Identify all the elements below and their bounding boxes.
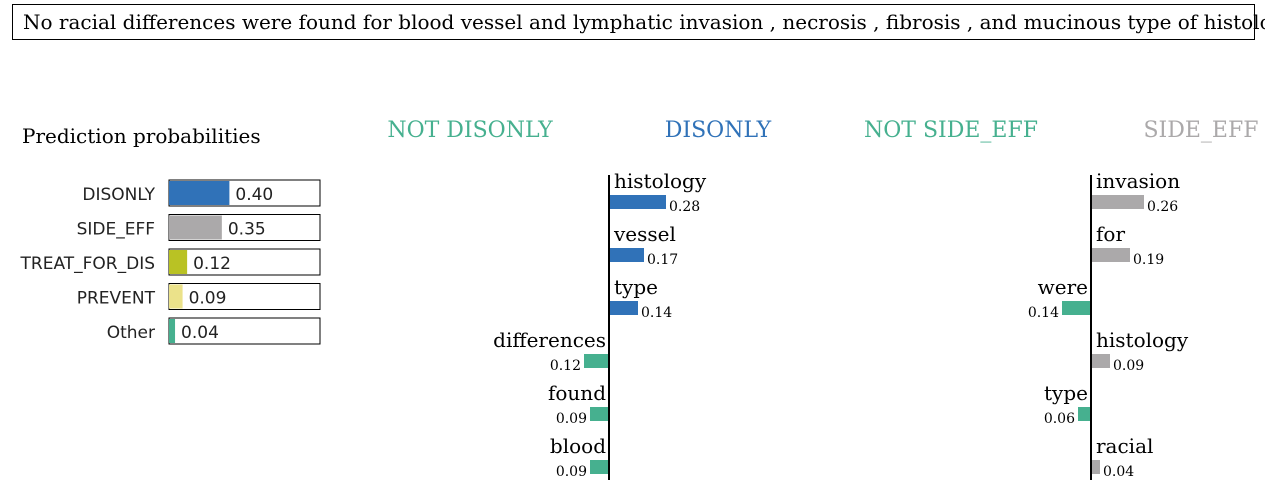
side-eff-word-were: were [1038,275,1088,299]
side-eff-word-invasion: invasion [1096,169,1180,193]
side-eff-positive-header: SIDE_EFF [1143,118,1258,143]
disonly-bar-vessel [610,248,644,262]
side-eff-negative-header: NOT SIDE_EFF [864,118,1038,143]
side-eff-bar-racial [1092,460,1100,474]
prob-box-treat_for_dis [168,248,321,276]
disonly-positive-header: DISONLY [665,118,772,143]
side-eff-bar-invasion [1092,195,1144,209]
side-eff-value-for: 0.19 [1133,252,1164,268]
side-eff-bar-were [1062,301,1090,315]
prob-label-prevent: PREVENT [77,289,156,309]
disonly-bar-found [590,407,608,421]
disonly-value-histology: 0.28 [669,199,700,215]
disonly-word-differences: differences [493,328,606,352]
prob-value-prevent: 0.09 [189,289,227,309]
disonly-word-found: found [548,381,606,405]
disonly-word-vessel: vessel [613,222,676,246]
prob-bar-disonly [169,181,230,205]
disonly-negative-header: NOT DISONLY [387,118,553,143]
disonly-bar-type [610,301,638,315]
side-eff-word-for: for [1096,222,1125,246]
disonly-value-differences: 0.12 [550,358,581,374]
prob-bar-side_eff [169,215,222,240]
prob-bar-prevent [169,284,183,309]
side-eff-bar-type [1078,407,1090,421]
disonly-word-histology: histology [614,169,707,193]
prob-label-treat_for_dis: TREAT_FOR_DIS [20,254,156,274]
side-eff-value-racial: 0.04 [1103,464,1134,480]
side-eff-bar-for [1092,248,1130,262]
disonly-value-blood: 0.09 [556,464,587,480]
prob-value-disonly: 0.40 [235,185,273,205]
prob-label-disonly: DISONLY [82,185,155,205]
prob-value-treat_for_dis: 0.12 [193,254,231,274]
disonly-value-type: 0.14 [641,305,672,321]
side-eff-bar-histology [1092,354,1110,368]
prob-value-side_eff: 0.35 [228,220,266,240]
prob-value-other: 0.04 [181,323,219,343]
disonly-value-found: 0.09 [556,411,587,427]
prob-label-side_eff: SIDE_EFF [77,220,155,240]
disonly-value-vessel: 0.17 [647,252,678,268]
prob-bar-treat_for_dis [169,250,188,274]
side-eff-value-histology: 0.09 [1113,358,1144,374]
side-eff-word-type: type [1044,381,1088,405]
disonly-word-type: type [614,275,658,299]
side-eff-value-invasion: 0.26 [1147,199,1178,215]
disonly-bar-differences [584,354,608,368]
side-eff-value-were: 0.14 [1028,305,1059,321]
disonly-bar-histology [610,195,666,209]
side-eff-word-histology: histology [1096,328,1189,352]
disonly-bar-blood [590,460,608,474]
prob-bar-other [169,319,176,343]
disonly-word-blood: blood [550,434,606,458]
side-eff-value-type: 0.06 [1044,411,1075,427]
input-sentence: No racial differences were found for blo… [12,4,1265,40]
prob-label-other: Other [107,323,155,343]
side-eff-word-racial: racial [1096,434,1153,458]
prob-box-prevent [168,283,321,310]
prediction-probabilities-title: Prediction probabilities [22,124,261,148]
prob-box-other [168,317,321,345]
